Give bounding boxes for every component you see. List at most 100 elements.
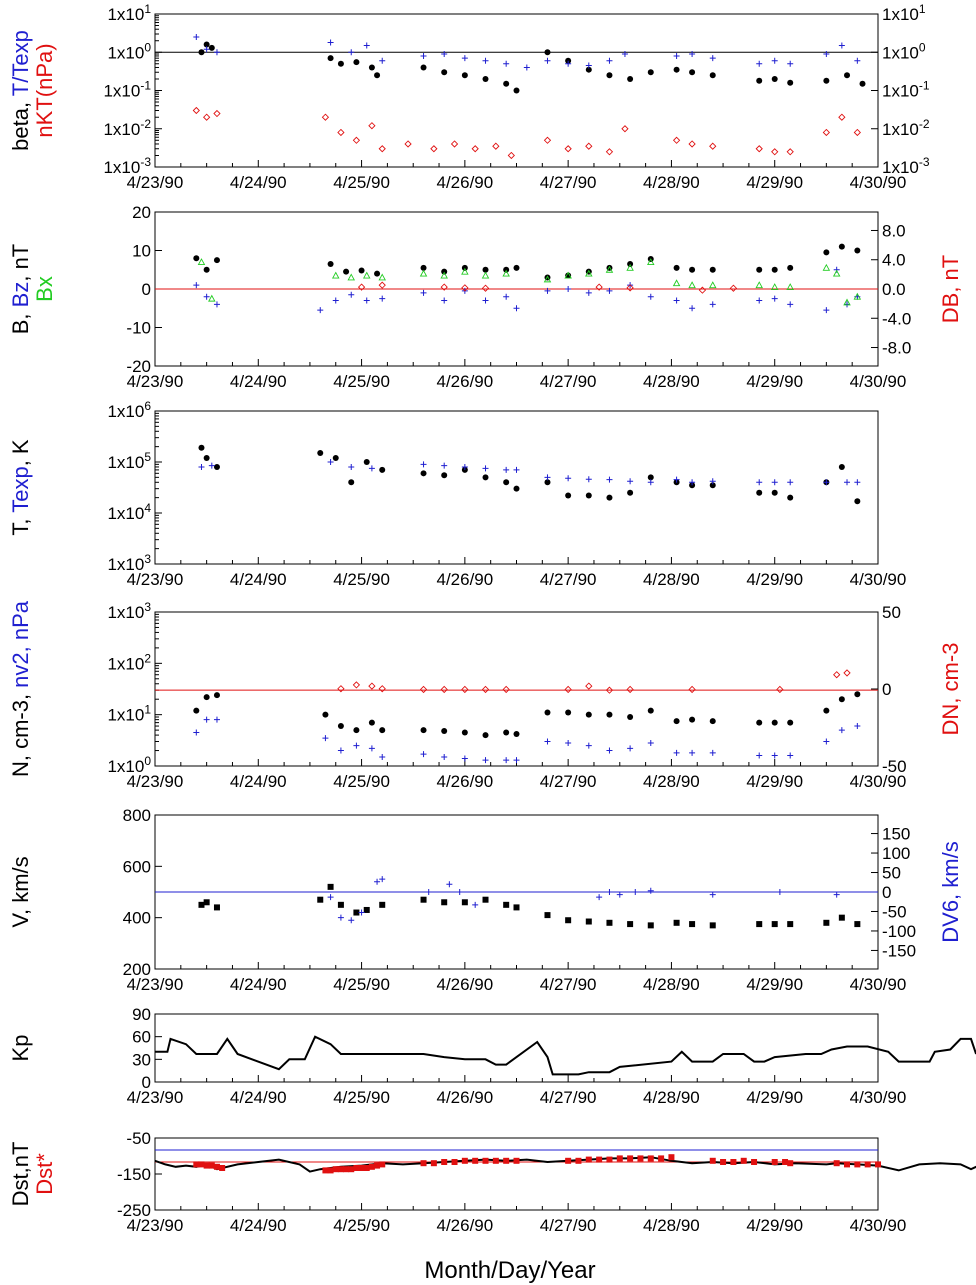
right-axis-label: DB, nT — [938, 255, 963, 323]
y-right-tick-label: 0 — [882, 883, 891, 902]
right-axis-label: DN, cm-3 — [938, 643, 963, 736]
y-left-tick-label: 1x103 — [107, 552, 151, 574]
y-left-tick-label: 200 — [123, 960, 151, 979]
data-point — [368, 719, 375, 726]
data-point — [833, 891, 840, 898]
panel-frame — [154, 1137, 879, 1211]
data-point — [368, 1163, 375, 1170]
data-point — [668, 1154, 675, 1161]
x-tick-label: 4/28/90 — [643, 372, 700, 391]
data-point — [379, 727, 386, 734]
data-point — [317, 450, 324, 457]
data-point — [513, 466, 520, 473]
data-point — [352, 681, 361, 689]
x-tick-label: 4/30/90 — [850, 772, 907, 791]
y-left-tick-label: 400 — [123, 909, 151, 928]
data-point — [337, 747, 344, 754]
data-point — [853, 128, 861, 137]
data-point — [362, 271, 371, 279]
x-tick-label: 4/23/90 — [127, 772, 184, 791]
data-point — [689, 305, 696, 312]
y-right-tick-label: 50 — [882, 603, 901, 622]
data-point — [647, 258, 655, 265]
data-point — [627, 714, 634, 721]
data-point — [203, 293, 210, 300]
y-right-tick-label: -50 — [882, 902, 907, 921]
data-point — [864, 1161, 871, 1168]
data-point — [709, 749, 716, 756]
y-left-tick-label: 60 — [132, 1028, 151, 1047]
data-point — [606, 494, 613, 501]
data-point — [605, 148, 614, 156]
x-tick-label: 4/29/90 — [746, 372, 803, 391]
data-point — [198, 1161, 205, 1168]
data-point — [787, 79, 794, 86]
data-point — [673, 52, 680, 59]
data-point — [565, 492, 572, 499]
data-point — [441, 462, 448, 469]
data-point — [203, 266, 210, 273]
x-tick-label: 4/28/90 — [643, 1216, 700, 1235]
y-label-part: T/Texp — [8, 30, 33, 96]
data-point — [379, 1161, 386, 1168]
x-tick-label: 4/30/90 — [850, 1216, 907, 1235]
panel-4: 4/23/90 4/24/90 4/25/90 4/26/90 4/27/90 4/28/… — [8, 600, 963, 791]
data-point — [198, 463, 205, 470]
data-point — [708, 281, 717, 289]
x-tick-label: 4/27/90 — [540, 372, 597, 391]
y-axis-label-secondary: nKT(nPa) — [32, 43, 57, 137]
data-point — [523, 64, 530, 71]
y-axis-label: T, Texp, K — [8, 439, 33, 536]
data-point — [203, 716, 210, 723]
y-right-tick-label: 8.0 — [882, 221, 906, 240]
x-tick-label: 4/28/90 — [643, 975, 700, 994]
x-tick-label: 4/25/90 — [333, 372, 390, 391]
y-axis-label: beta, T/Texp — [8, 30, 33, 151]
x-tick-label: 4/24/90 — [230, 1216, 287, 1235]
data-point — [461, 685, 469, 694]
x-tick-label: 4/27/90 — [540, 772, 597, 791]
data-point — [332, 454, 339, 461]
data-point — [606, 287, 613, 294]
data-point — [203, 46, 210, 53]
data-point — [787, 719, 794, 726]
data-point — [507, 151, 515, 160]
data-point — [673, 66, 680, 73]
data-point — [544, 912, 551, 919]
data-point — [332, 297, 339, 304]
data-point — [213, 716, 220, 723]
data-point — [337, 901, 344, 908]
data-point — [502, 685, 510, 694]
y-left-tick-label: -20 — [126, 357, 151, 376]
data-point — [503, 901, 510, 908]
y-right-tick-label: -4.0 — [882, 309, 911, 328]
data-point — [353, 1165, 360, 1171]
data-point — [673, 718, 680, 725]
data-point — [565, 60, 572, 67]
x-tick-label: 4/27/90 — [540, 570, 597, 589]
data-point — [327, 1167, 334, 1174]
data-point — [337, 128, 345, 137]
series-3 — [197, 258, 862, 306]
data-point — [456, 889, 463, 895]
data-point — [838, 914, 845, 921]
data-point — [513, 731, 520, 738]
data-point — [213, 463, 220, 470]
data-point — [822, 128, 830, 137]
data-point — [771, 1159, 778, 1165]
y-right-tick-label: 4.0 — [882, 251, 906, 270]
data-point — [823, 919, 830, 926]
y-right-tick-label: 1x101 — [882, 2, 926, 24]
panel-frame — [154, 611, 879, 767]
y-left-tick-label: 1x105 — [107, 450, 151, 472]
y-axis-label: Kp — [8, 1035, 33, 1062]
x-tick-label: 4/30/90 — [850, 173, 907, 192]
data-point — [482, 465, 489, 472]
data-point — [379, 295, 386, 302]
data-point — [208, 44, 215, 51]
x-tick-label: 4/25/90 — [333, 772, 390, 791]
data-point — [585, 918, 592, 925]
data-point — [838, 243, 845, 250]
data-point — [688, 685, 696, 694]
x-tick-label: 4/27/90 — [540, 1088, 597, 1107]
